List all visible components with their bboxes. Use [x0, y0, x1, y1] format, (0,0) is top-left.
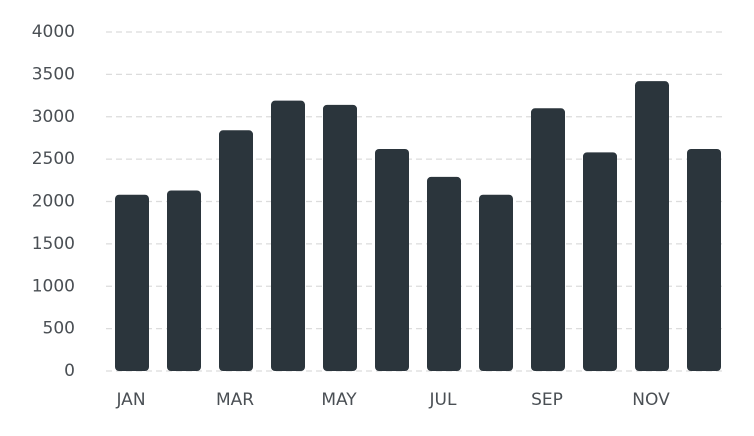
x-tick-label: JUL	[429, 390, 457, 410]
y-tick-label: 4000	[32, 22, 75, 42]
bar	[219, 130, 253, 371]
x-tick-label: JAN	[115, 390, 145, 410]
bar	[167, 190, 201, 371]
x-tick-label: SEP	[531, 390, 563, 410]
y-tick-label: 3000	[32, 107, 75, 127]
y-tick-label: 2000	[32, 192, 75, 212]
x-tick-label: MAR	[216, 390, 254, 410]
x-tick-label: NOV	[632, 390, 670, 410]
bar	[427, 176, 461, 371]
y-tick-label: 1500	[32, 234, 75, 254]
y-tick-label: 2500	[32, 149, 75, 169]
bar	[115, 194, 149, 371]
y-tick-label: 1000	[32, 276, 75, 296]
bar	[271, 100, 305, 372]
y-tick-label: 3500	[32, 64, 75, 84]
x-tick-label: MAY	[321, 390, 357, 410]
bar	[323, 104, 357, 371]
bar	[635, 81, 669, 371]
bar	[375, 148, 409, 371]
y-tick-label: 500	[43, 319, 75, 339]
bar	[583, 152, 617, 371]
bar	[531, 108, 565, 372]
bar	[479, 194, 513, 371]
y-tick-label: 0	[64, 361, 75, 381]
bar	[687, 148, 721, 371]
